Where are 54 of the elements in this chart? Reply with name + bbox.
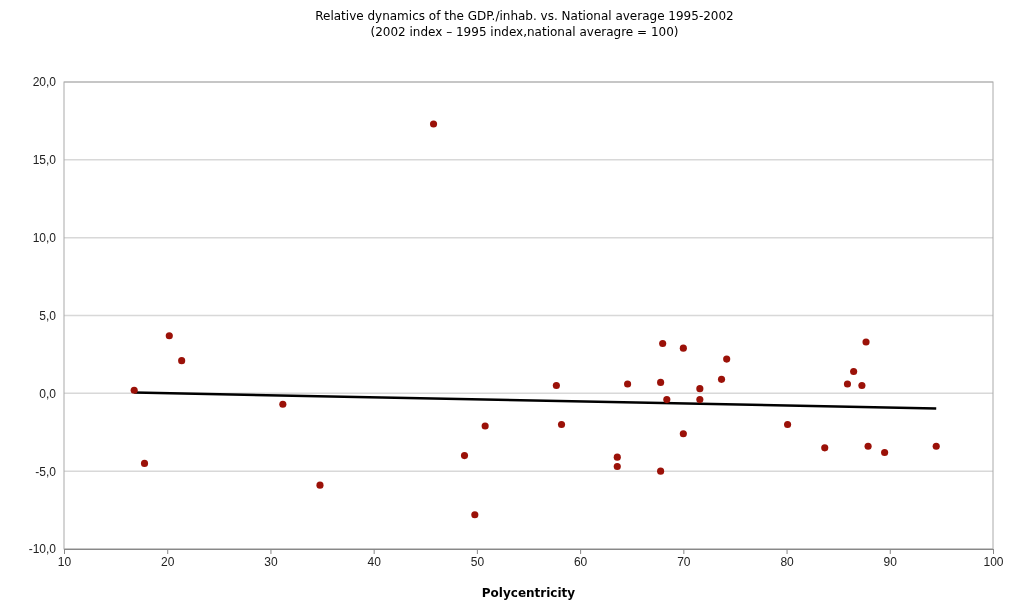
- point: [481, 422, 489, 430]
- point: [784, 420, 792, 429]
- point: [140, 459, 149, 467]
- y-tick-label: 20,0: [32, 75, 57, 90]
- x-axis-title: Polycentricity: [481, 586, 576, 600]
- x-tick-label: 80: [780, 554, 795, 569]
- point: [279, 400, 287, 408]
- point: [862, 338, 870, 346]
- y-tick-label: 5,0: [39, 308, 57, 323]
- point: [864, 442, 872, 450]
- point: [165, 332, 173, 340]
- point: [881, 448, 889, 457]
- y-tick-label: 15,0: [32, 153, 57, 168]
- point: [696, 396, 704, 404]
- chart-subtitle: (2002 index – 1995 index,national averagre = 100): [370, 25, 679, 39]
- x-tick-label: 70: [677, 554, 691, 569]
- point: [821, 444, 829, 452]
- x-tick-label: 100: [983, 554, 1004, 569]
- point: [723, 355, 731, 363]
- x-tick-label: 30: [264, 554, 278, 569]
- point: [659, 339, 667, 348]
- point: [850, 367, 858, 376]
- x-tick-label: 50: [470, 554, 485, 569]
- point: [663, 396, 671, 404]
- point: [679, 430, 687, 438]
- x-tick-label: 90: [883, 554, 898, 569]
- point: [932, 442, 940, 450]
- point: [460, 452, 469, 460]
- x-tick-label: 10: [57, 554, 72, 569]
- x-tick-label: 60: [573, 554, 588, 569]
- point: [613, 453, 621, 461]
- point: [552, 381, 560, 390]
- point: [471, 511, 479, 519]
- point: [657, 467, 665, 475]
- point: [858, 381, 866, 390]
- point: [613, 462, 621, 471]
- y-tick-label: 10,0: [32, 231, 57, 246]
- point: [557, 420, 566, 429]
- point: [130, 386, 138, 394]
- x-tick-label: 40: [367, 554, 382, 569]
- point: [624, 380, 632, 388]
- point: [696, 385, 704, 393]
- x-tick-label: 20: [161, 554, 175, 569]
- point: [843, 380, 852, 388]
- point: [679, 344, 687, 352]
- chart-title: Relative dynamics of the GDP./inhab. vs. National average 1995-2002: [315, 9, 734, 23]
- point: [316, 481, 324, 489]
- y-tick-label: -5,0: [35, 464, 57, 479]
- point: [717, 375, 726, 383]
- y-tick-label: -10,0: [28, 542, 57, 557]
- point: [429, 120, 438, 128]
- y-tick-label: 0,0: [39, 386, 57, 401]
- point: [657, 378, 665, 386]
- point: [178, 357, 186, 365]
